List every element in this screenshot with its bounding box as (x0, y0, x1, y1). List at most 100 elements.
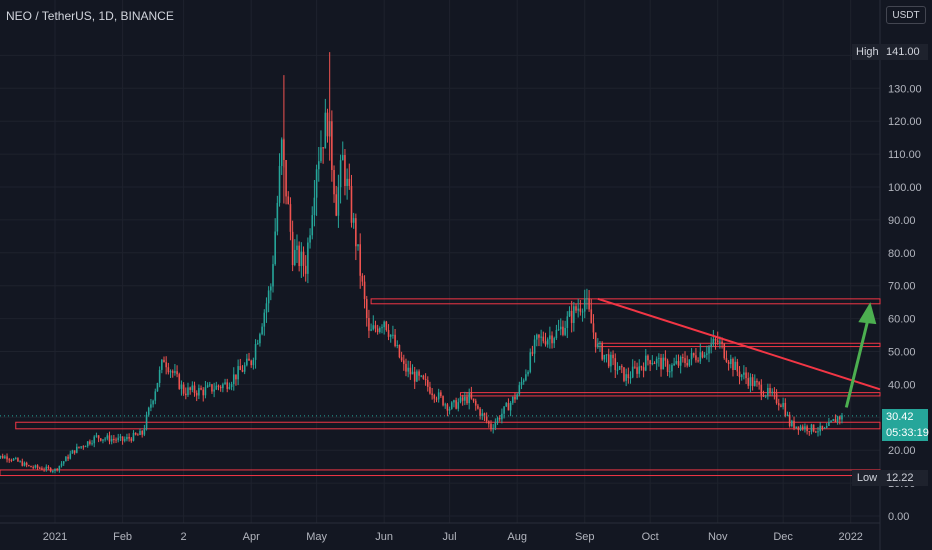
candle-body (498, 417, 501, 420)
candle-body (839, 416, 841, 420)
x-tick-label: Feb (113, 531, 132, 543)
candle-body (806, 426, 808, 432)
candle-body (553, 338, 556, 344)
candle-body (450, 402, 453, 409)
candle-body (315, 169, 318, 198)
candle-body (106, 435, 109, 439)
candle-body (352, 218, 355, 223)
candle-body (836, 416, 839, 423)
candle-body (791, 420, 793, 427)
candle-body (416, 371, 418, 382)
candle-body (509, 402, 512, 411)
candle-body (597, 343, 599, 348)
candle-body (132, 432, 135, 441)
candle-body (529, 352, 532, 372)
candle-body (359, 244, 361, 276)
candle-body (274, 231, 276, 265)
candle-body (535, 334, 538, 340)
candle-body (43, 469, 45, 471)
candle-body (163, 359, 165, 363)
candle-body (673, 363, 675, 366)
candle-body (531, 352, 534, 354)
candle-body (113, 438, 115, 440)
candle-body (6, 456, 8, 460)
candle-body (49, 468, 52, 472)
candle-body (222, 384, 224, 389)
candle-body (477, 405, 479, 409)
candle-body (178, 374, 181, 389)
candle-body (664, 357, 667, 361)
candle-body (62, 461, 65, 464)
candle-body (372, 325, 375, 330)
candle-body (383, 321, 385, 328)
candle-body (594, 332, 597, 348)
candle-body (41, 468, 43, 470)
candle-body (440, 392, 442, 397)
candle-body (150, 404, 152, 408)
candle-body (644, 355, 647, 371)
candle-body (394, 334, 396, 346)
candle-body (485, 416, 488, 422)
y-tick-label: 60.00 (888, 314, 916, 326)
candle-body (34, 465, 37, 468)
candle-body (84, 446, 87, 448)
candle-body (712, 338, 715, 345)
candle-body (82, 446, 85, 448)
candle-body (834, 419, 837, 423)
candle-body (80, 446, 82, 448)
candle-body (381, 327, 383, 329)
candle-body (771, 391, 774, 393)
candle-body (261, 326, 263, 335)
candle-body (666, 360, 669, 372)
candle-body (636, 367, 638, 374)
candle-body (642, 367, 645, 371)
candle-body (174, 371, 176, 373)
y-tick-label: 90.00 (888, 215, 916, 227)
candle-body (734, 361, 736, 371)
candle-body (808, 431, 811, 433)
candle-body (191, 385, 194, 390)
candle-body (542, 336, 545, 342)
candle-body (780, 405, 782, 407)
candle-body (36, 465, 39, 468)
candle-body (810, 424, 813, 432)
candle-body (699, 352, 702, 362)
x-tick-label: Sep (575, 531, 595, 543)
symbol-legend[interactable]: NEO / TetherUS, 1D, BINANCE (6, 9, 174, 23)
candle-body (239, 366, 242, 370)
candle-body (276, 202, 279, 232)
candle-body (655, 358, 658, 364)
candle-body (590, 309, 593, 324)
candle-body (311, 215, 314, 236)
candle-body (1, 455, 4, 459)
candle-body (738, 371, 741, 378)
candle-body (775, 393, 778, 404)
candle-body (215, 385, 218, 390)
candle-body (701, 352, 704, 358)
candle-body (185, 393, 187, 396)
candle-body (156, 382, 159, 392)
candle-body (540, 336, 542, 338)
candle-body (503, 406, 505, 414)
candle-body (743, 372, 745, 375)
candle-body (272, 264, 274, 287)
candle-body (747, 378, 750, 386)
candle-body (56, 468, 58, 471)
candle-body (270, 286, 272, 291)
candle-body (167, 367, 170, 373)
candle-body (387, 330, 390, 337)
candle-body (507, 403, 510, 411)
candle-body (758, 382, 760, 385)
candle-body (522, 380, 525, 383)
candle-body (457, 402, 460, 409)
currency-unit-button[interactable]: USDT (886, 6, 926, 24)
candle-body (19, 461, 21, 463)
candle-body (322, 147, 324, 149)
candle-body (130, 438, 133, 441)
level-box-support (15, 421, 881, 430)
candle-body (710, 344, 712, 347)
y-tick-label: 20.00 (888, 445, 916, 457)
candle-body (250, 360, 252, 366)
